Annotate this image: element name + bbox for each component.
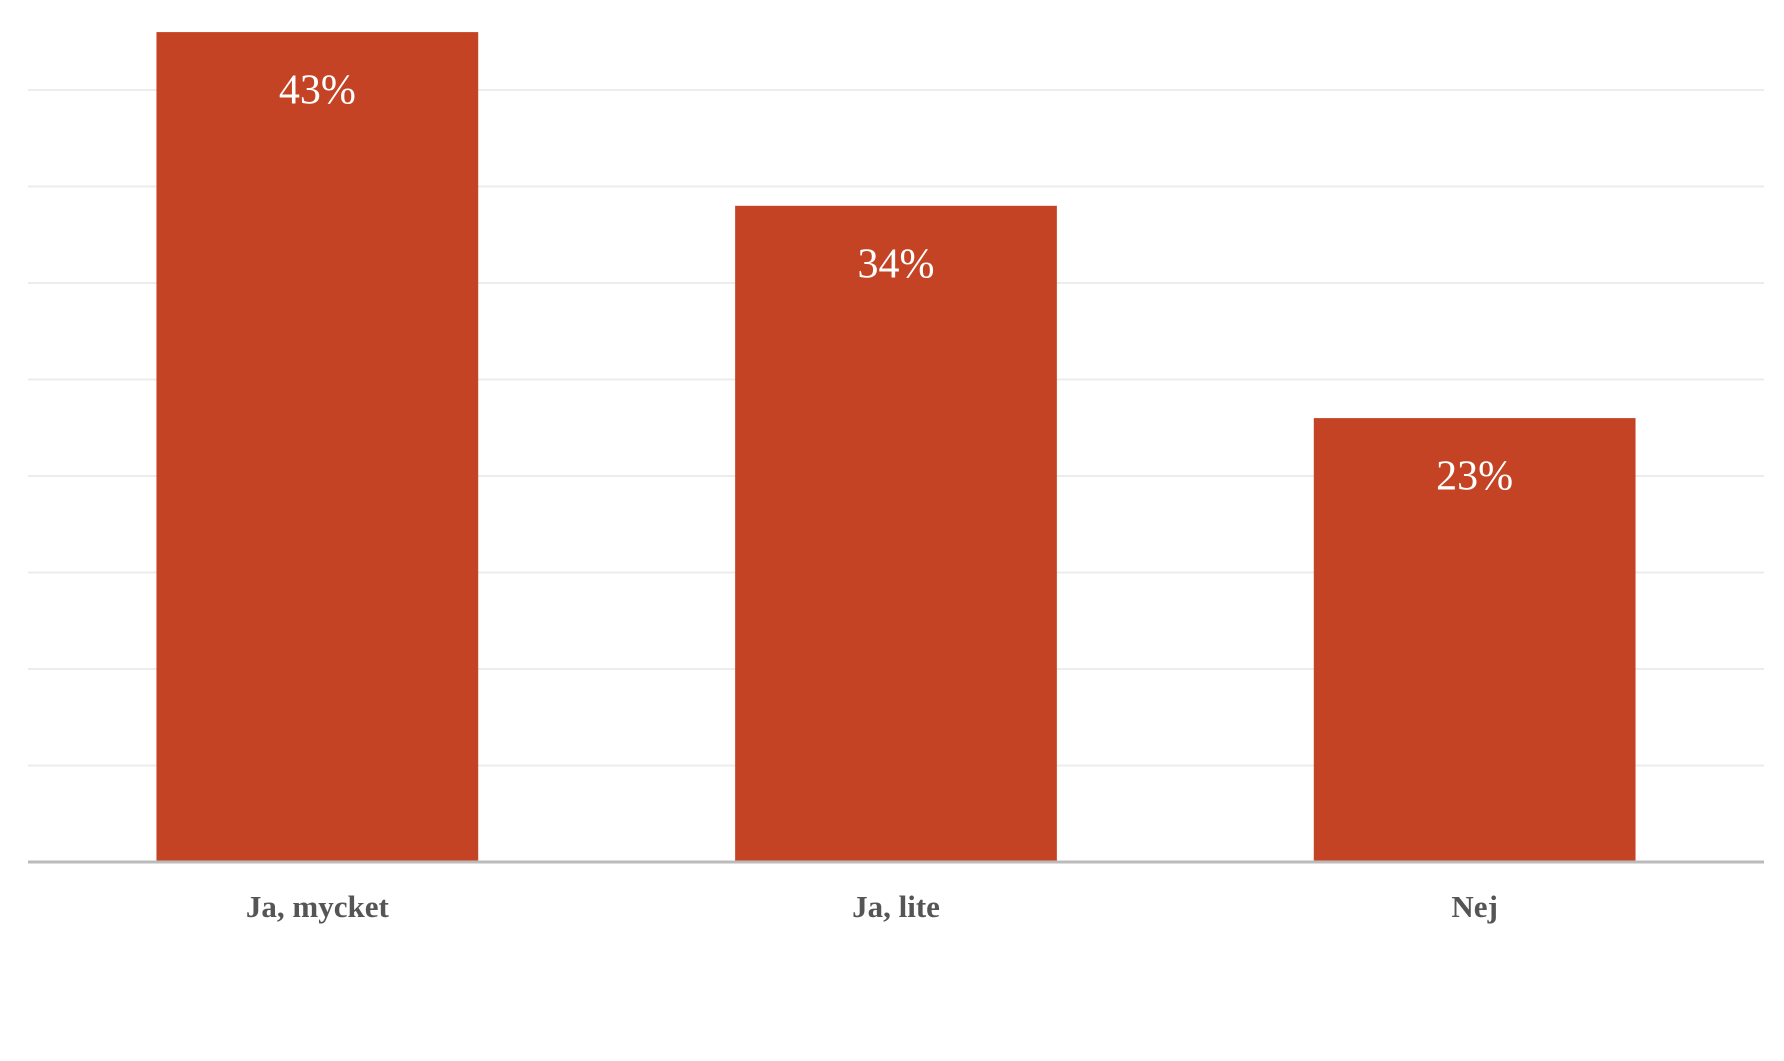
bar — [156, 32, 479, 863]
x-tick-label: Ja, mycket — [246, 889, 390, 924]
bar — [735, 205, 1057, 863]
value-label: 43% — [279, 68, 356, 114]
x-tick-label: Nej — [1451, 889, 1497, 924]
value-label: 23% — [1436, 454, 1513, 500]
value-label: 34% — [858, 241, 935, 287]
x-tick-label: Ja, lite — [852, 889, 940, 924]
bar — [1313, 418, 1636, 862]
